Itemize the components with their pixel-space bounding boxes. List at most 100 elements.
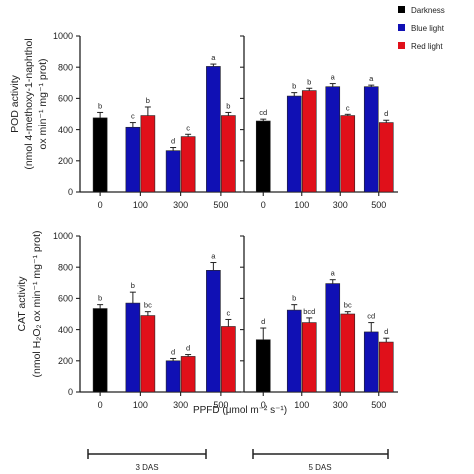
y-axis-title-top-line-3: ox min⁻¹ mg⁻¹ prot) — [37, 58, 49, 149]
significance-letter: b — [292, 82, 296, 91]
significance-letter: a — [211, 252, 216, 261]
significance-letter: b — [131, 281, 135, 290]
das-label-3: 3 DAS — [135, 463, 158, 472]
legend: Darkness Blue light Red light — [398, 6, 445, 51]
x-tick-label: 100 — [133, 200, 148, 210]
bar-blue-light-500 — [364, 332, 378, 392]
significance-letter: a — [369, 74, 374, 83]
bar-red-light-300 — [341, 314, 355, 392]
y-tick-label: 200 — [58, 156, 73, 166]
bar-darkness-0 — [256, 121, 270, 192]
legend-label-blue-light: Blue light — [411, 24, 445, 33]
significance-letter: b — [98, 294, 102, 303]
das-bracket-3: 3 DAS — [88, 449, 206, 472]
x-tick-label: 300 — [173, 400, 188, 410]
bar-blue-light-500 — [206, 270, 220, 392]
legend-label-darkness: Darkness — [411, 6, 445, 15]
bar-red-light-500 — [221, 326, 235, 392]
y-tick-label: 0 — [68, 187, 73, 197]
bar-red-light-100 — [302, 91, 316, 192]
y-tick-label: 600 — [58, 294, 73, 304]
chart-panel-top-right: 0 100 300 500 cd b b a c a d — [240, 36, 398, 210]
legend-swatch-red-light — [398, 42, 405, 49]
bar-red-light-300 — [341, 116, 355, 192]
significance-letter: d — [186, 344, 190, 353]
x-tick-label: 300 — [333, 200, 348, 210]
das-label-5: 5 DAS — [308, 463, 331, 472]
y-axis-title-top-line-1: POD activity — [9, 74, 21, 133]
significance-letter: bc — [144, 301, 152, 310]
bar-darkness-0 — [93, 309, 107, 392]
significance-letter: b — [146, 96, 150, 105]
y-tick-label: 0 — [68, 387, 73, 397]
x-axis-title: PPFD (μmol m⁻² s⁻¹) — [193, 405, 287, 416]
significance-letter: d — [384, 327, 388, 336]
y-tick-label: 400 — [58, 325, 73, 335]
significance-letter: cd — [367, 312, 375, 321]
bar-darkness-0 — [256, 340, 270, 392]
significance-letter: c — [186, 123, 190, 132]
bar-red-light-100 — [141, 116, 155, 192]
x-tick-label: 500 — [371, 200, 386, 210]
x-tick-label: 100 — [294, 200, 309, 210]
y-axis-title-top: POD activity (nmol 4-methoxy-1-naphthol … — [9, 38, 49, 169]
y-tick-label: 400 — [58, 125, 73, 135]
significance-letter: cd — [259, 108, 267, 117]
bar-red-light-100 — [302, 323, 316, 392]
bar-red-light-500 — [221, 116, 235, 192]
bar-blue-light-300 — [166, 151, 180, 192]
x-tick-label: 500 — [371, 400, 386, 410]
significance-letter: a — [331, 73, 336, 82]
bar-blue-light-300 — [166, 361, 180, 392]
bar-red-light-500 — [379, 342, 393, 392]
significance-letter: a — [331, 269, 336, 278]
bar-blue-light-100 — [287, 310, 301, 392]
bar-blue-light-100 — [287, 96, 301, 192]
bar-red-light-100 — [141, 316, 155, 392]
chart-panel-bottom-left: 0 200 400 600 800 1000 0 100 300 500 b b bc d d a c — [53, 231, 241, 410]
bar-red-light-300 — [181, 137, 195, 192]
y-axis-title-bottom-line-2: (nmol H₂O₂ ox min⁻¹ mg⁻¹ prot) — [31, 230, 43, 377]
significance-letter: b — [292, 294, 296, 303]
x-tick-label: 100 — [133, 400, 148, 410]
y-axis-title-top-line-2: (nmol 4-methoxy-1-naphthol — [23, 38, 35, 169]
x-tick-label: 0 — [98, 200, 103, 210]
bar-blue-light-100 — [126, 303, 140, 392]
significance-letter: d — [171, 137, 175, 146]
x-tick-label: 0 — [98, 400, 103, 410]
significance-letter: b — [226, 101, 230, 110]
y-tick-label: 200 — [58, 356, 73, 366]
bar-red-light-300 — [181, 356, 195, 392]
chart-panel-top-left: 0 200 400 600 800 1000 0 100 300 500 b c b d c a b — [53, 31, 241, 210]
significance-letter: bcd — [303, 307, 315, 316]
bar-darkness-0 — [93, 118, 107, 192]
significance-letter: d — [261, 317, 265, 326]
das-bracket-5: 5 DAS — [253, 449, 388, 472]
chart-panel-bottom-right: 0 100 300 500dbbcdabccdd — [240, 236, 398, 410]
significance-letter: a — [211, 53, 216, 62]
y-tick-label: 800 — [58, 62, 73, 72]
bar-blue-light-500 — [364, 87, 378, 192]
legend-swatch-blue-light — [398, 24, 405, 31]
bar-red-light-500 — [379, 123, 393, 192]
bar-blue-light-500 — [206, 66, 220, 192]
y-tick-label: 1000 — [53, 31, 73, 41]
significance-letter: c — [346, 103, 350, 112]
significance-letter: d — [384, 109, 388, 118]
x-tick-label: 0 — [261, 200, 266, 210]
bar-blue-light-300 — [326, 87, 340, 192]
legend-label-red-light: Red light — [411, 42, 443, 51]
y-axis-title-bottom: CAT activity (nmol H₂O₂ ox min⁻¹ mg⁻¹ pr… — [16, 230, 43, 377]
y-tick-label: 600 — [58, 94, 73, 104]
bar-blue-light-100 — [126, 127, 140, 192]
significance-letter: b — [98, 101, 102, 110]
significance-letter: bc — [344, 301, 352, 310]
significance-letter: c — [131, 112, 135, 121]
x-tick-label: 300 — [173, 200, 188, 210]
x-tick-label: 300 — [333, 400, 348, 410]
bar-blue-light-300 — [326, 284, 340, 392]
y-tick-label: 800 — [58, 262, 73, 272]
y-axis-title-bottom-line-1: CAT activity — [16, 276, 28, 332]
